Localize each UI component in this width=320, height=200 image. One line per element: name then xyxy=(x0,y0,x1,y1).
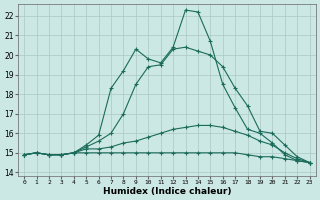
X-axis label: Humidex (Indice chaleur): Humidex (Indice chaleur) xyxy=(103,187,231,196)
